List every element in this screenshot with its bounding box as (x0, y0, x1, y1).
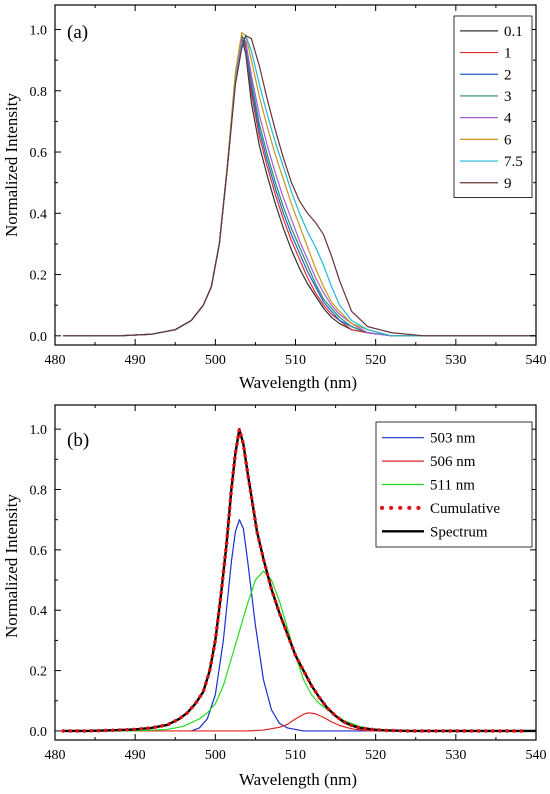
panel-a-ytick-label: 0.4 (30, 207, 48, 222)
panel-a-ytick-label: 1.0 (30, 24, 48, 39)
panel-a-legend-label: 7.5 (504, 154, 523, 170)
panel-a-xtick-label: 500 (205, 353, 226, 368)
panel-b-ytick-label: 0.6 (30, 544, 48, 559)
panel-a-legend-label: 0.1 (504, 24, 523, 40)
panel-b-ytick-label: 1.0 (30, 423, 48, 438)
panel-a-legend-label: 9 (504, 176, 512, 192)
panel-b-xtick-label: 540 (526, 748, 547, 763)
panel-a-series-9 (63, 35, 536, 337)
panel-b-xtick-label: 530 (445, 748, 466, 763)
panel-a-ylabel: Normalized Intensity (2, 93, 21, 237)
panel-a-label: (a) (67, 22, 88, 43)
panel-a-series-group (63, 31, 536, 337)
panel-b-ylabel: Normalized Intensity (2, 494, 21, 638)
panel-b-legend-label: 503 nm (430, 431, 476, 447)
panel-b-xtick-label: 490 (125, 748, 146, 763)
panel-a-legend-label: 3 (504, 89, 512, 105)
panel-b-series-503-nm (191, 519, 536, 732)
panel-b-legend-label: Cumulative (430, 501, 500, 517)
panel-b-plot-area: 480 490 500 510 520 530 540 0.0 0.2 0.4 0.6 0.8 1.0 5… (30, 404, 547, 763)
panel-a-ytick-label: 0.2 (30, 269, 48, 284)
panel-b: 480 490 500 510 520 530 540 0.0 0.2 0.4 0.6 0.8 1.0 5… (2, 404, 547, 789)
panel-a-xtick-label: 540 (526, 353, 547, 368)
panel-b-ytick-label: 0.8 (30, 484, 48, 499)
panel-b-xlabel: Wavelength (nm) (239, 770, 357, 789)
panel-a-legend: 0.1 1 2 3 4 6 7.5 9 (453, 15, 533, 199)
panel-b-ytick-label: 0.2 (30, 665, 48, 680)
panel-a-xlabel: Wavelength (nm) (239, 373, 357, 392)
panel-a-xtick-label: 480 (45, 353, 66, 368)
panel-a-legend-label: 6 (504, 132, 512, 148)
panel-b-legend-label: 511 nm (430, 478, 475, 494)
panel-b-legend-label: Spectrum (430, 524, 488, 540)
panel-b-series-group (61, 427, 536, 733)
panel-b-xtick-label: 500 (205, 748, 226, 763)
panel-a-xtick-label: 530 (445, 353, 466, 368)
panel-a: 480 490 500 510 520 530 540 0.0 0.2 0.4 0.6 0.8 1.0 0… (2, 4, 547, 392)
panel-a-ytick-label: 0.6 (30, 146, 48, 161)
panel-b-xtick-label: 520 (365, 748, 386, 763)
panel-a-plot-area: 480 490 500 510 520 530 540 0.0 0.2 0.4 0.6 0.8 1.0 0… (30, 4, 547, 368)
panel-a-legend-label: 2 (504, 67, 512, 83)
panel-b-xtick-label: 480 (45, 748, 66, 763)
panel-a-ytick-label: 0.8 (30, 85, 48, 100)
panel-b-xtick-label: 510 (285, 748, 306, 763)
panel-b-legend-label: 506 nm (430, 454, 476, 470)
panel-a-xtick-label: 510 (285, 353, 306, 368)
panel-a-legend-label: 4 (504, 111, 512, 127)
panel-a-xtick-label: 490 (125, 353, 146, 368)
panel-b-legend: 503 nm 506 nm 511 nm Cumulative Spectrum (375, 421, 533, 548)
panel-b-label: (b) (67, 430, 89, 451)
panel-a-xtick-label: 520 (365, 353, 386, 368)
panel-b-series-511-nm (63, 570, 536, 732)
panel-a-legend-box (453, 15, 533, 199)
panel-a-ytick-label: 0.0 (30, 330, 48, 345)
panel-a-legend-label: 1 (504, 46, 512, 62)
panel-b-series-cumulative (61, 427, 530, 733)
panel-b-ytick-label: 0.0 (30, 725, 48, 740)
panel-b-series-506-nm (63, 712, 536, 732)
panel-b-ytick-label: 0.4 (30, 604, 48, 619)
